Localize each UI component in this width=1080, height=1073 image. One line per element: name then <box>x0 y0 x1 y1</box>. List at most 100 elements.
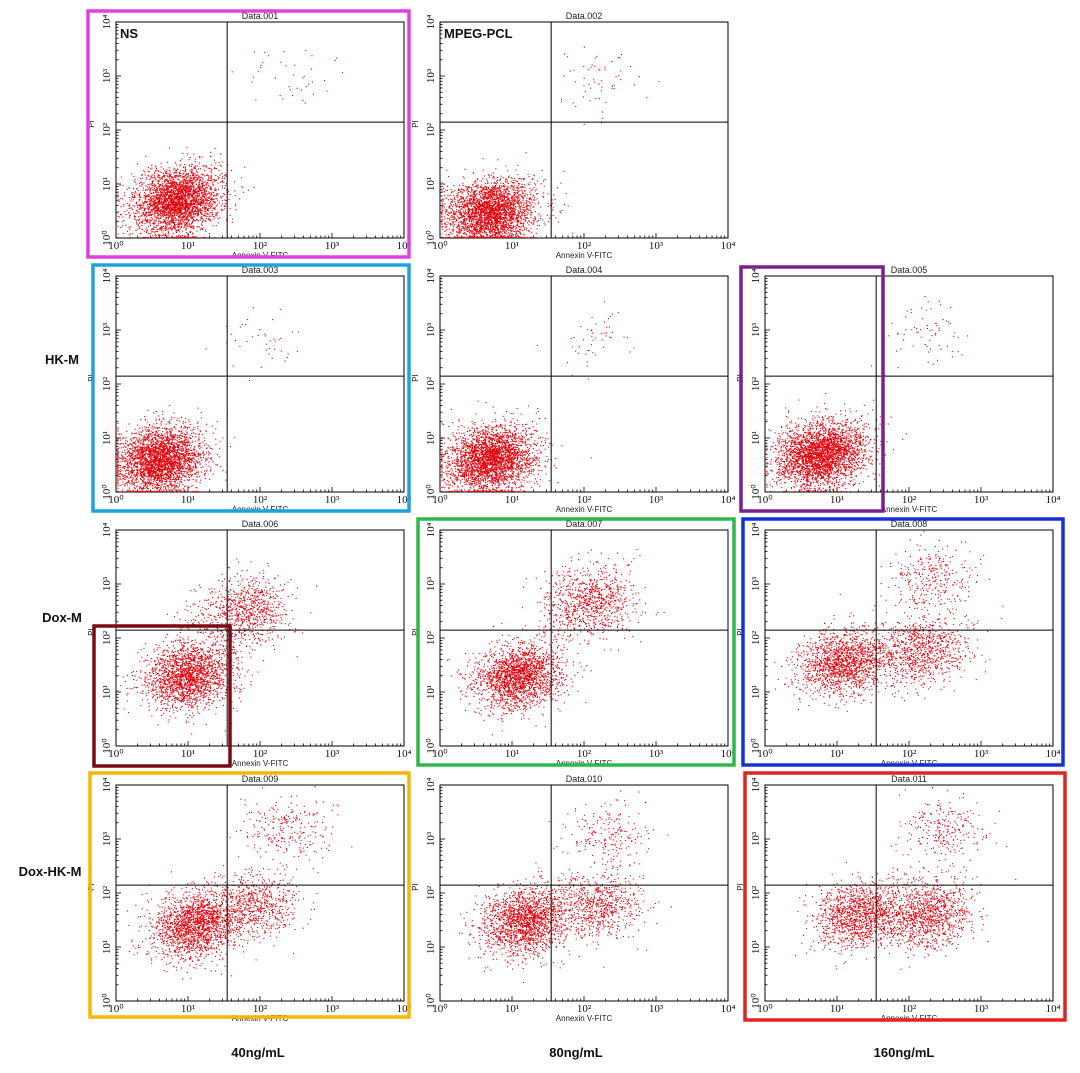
data-point <box>138 224 139 225</box>
data-point <box>145 202 146 203</box>
data-point <box>121 214 122 215</box>
data-point <box>194 187 195 188</box>
data-point <box>216 168 217 169</box>
data-point <box>146 237 147 238</box>
data-point <box>179 231 180 232</box>
data-point <box>182 231 183 232</box>
data-point <box>155 166 156 167</box>
data-point <box>120 227 121 228</box>
data-point <box>123 233 124 234</box>
data-point <box>190 157 191 158</box>
data-point <box>204 185 205 186</box>
data-point <box>215 162 216 163</box>
data-point <box>167 176 168 177</box>
data-point <box>148 233 149 234</box>
data-point <box>150 191 151 192</box>
data-point <box>119 216 120 217</box>
data-point <box>244 167 245 168</box>
data-point <box>178 179 179 180</box>
data-point <box>173 179 174 180</box>
data-point <box>135 182 136 183</box>
data-point <box>206 167 207 168</box>
data-point <box>198 168 199 169</box>
data-point <box>208 200 209 201</box>
data-point <box>154 227 155 228</box>
data-point <box>184 226 185 227</box>
data-point <box>132 197 133 198</box>
data-point <box>241 177 242 178</box>
data-point <box>150 223 151 224</box>
data-point <box>205 203 206 204</box>
data-point <box>180 177 181 178</box>
data-point <box>222 187 223 188</box>
data-point <box>121 177 122 178</box>
data-point <box>197 209 198 210</box>
data-point <box>201 203 202 204</box>
data-point <box>204 170 205 171</box>
data-point <box>146 179 147 180</box>
data-point <box>205 229 206 230</box>
data-point <box>189 223 190 224</box>
data-point <box>155 192 156 193</box>
data-point <box>155 237 156 238</box>
data-point <box>144 171 145 172</box>
data-point <box>172 176 173 177</box>
data-point <box>143 182 144 183</box>
data-point <box>149 222 150 223</box>
data-point <box>180 164 181 165</box>
data-point <box>198 199 199 200</box>
data-point <box>220 153 221 154</box>
data-point <box>217 215 218 216</box>
data-point <box>127 189 128 190</box>
data-point <box>195 161 196 162</box>
data-point <box>163 228 164 229</box>
data-point <box>147 196 148 197</box>
data-point <box>193 173 194 174</box>
data-point <box>159 177 160 178</box>
data-point <box>210 219 211 220</box>
data-point <box>211 206 212 207</box>
data-point <box>206 183 207 184</box>
data-point <box>212 182 213 183</box>
data-point <box>201 177 202 178</box>
data-point <box>151 233 152 234</box>
data-point <box>134 179 135 180</box>
data-point <box>141 225 142 226</box>
data-point <box>225 185 226 186</box>
data-point <box>154 175 155 176</box>
data-point <box>183 209 184 210</box>
data-point <box>205 189 206 190</box>
data-point <box>176 224 177 225</box>
data-point <box>165 212 166 213</box>
data-point <box>218 178 219 179</box>
data-point <box>160 218 161 219</box>
data-point <box>180 170 181 171</box>
data-point <box>203 182 204 183</box>
data-point <box>200 218 201 219</box>
data-point <box>212 214 213 215</box>
data-point <box>122 217 123 218</box>
data-point <box>163 216 164 217</box>
data-point <box>228 199 229 200</box>
data-point <box>145 156 146 157</box>
data-point <box>200 199 201 200</box>
data-point <box>208 218 209 219</box>
data-point <box>157 196 158 197</box>
scatter-panel: 10⁰10⁰10¹10¹10²10²10³10³10⁴10⁴ Data.001An… <box>87 11 412 260</box>
data-point <box>143 190 144 191</box>
data-point <box>118 226 119 227</box>
data-point <box>144 208 145 209</box>
data-point <box>174 217 175 218</box>
data-point <box>212 210 213 211</box>
data-point <box>202 197 203 198</box>
data-point <box>162 229 163 230</box>
data-point <box>162 184 163 185</box>
data-point <box>189 196 190 197</box>
data-point <box>195 215 196 216</box>
data-point <box>210 168 211 169</box>
data-point <box>195 195 196 196</box>
data-point <box>148 226 149 227</box>
data-point <box>226 176 227 177</box>
data-point <box>123 206 124 207</box>
data-point <box>158 229 159 230</box>
